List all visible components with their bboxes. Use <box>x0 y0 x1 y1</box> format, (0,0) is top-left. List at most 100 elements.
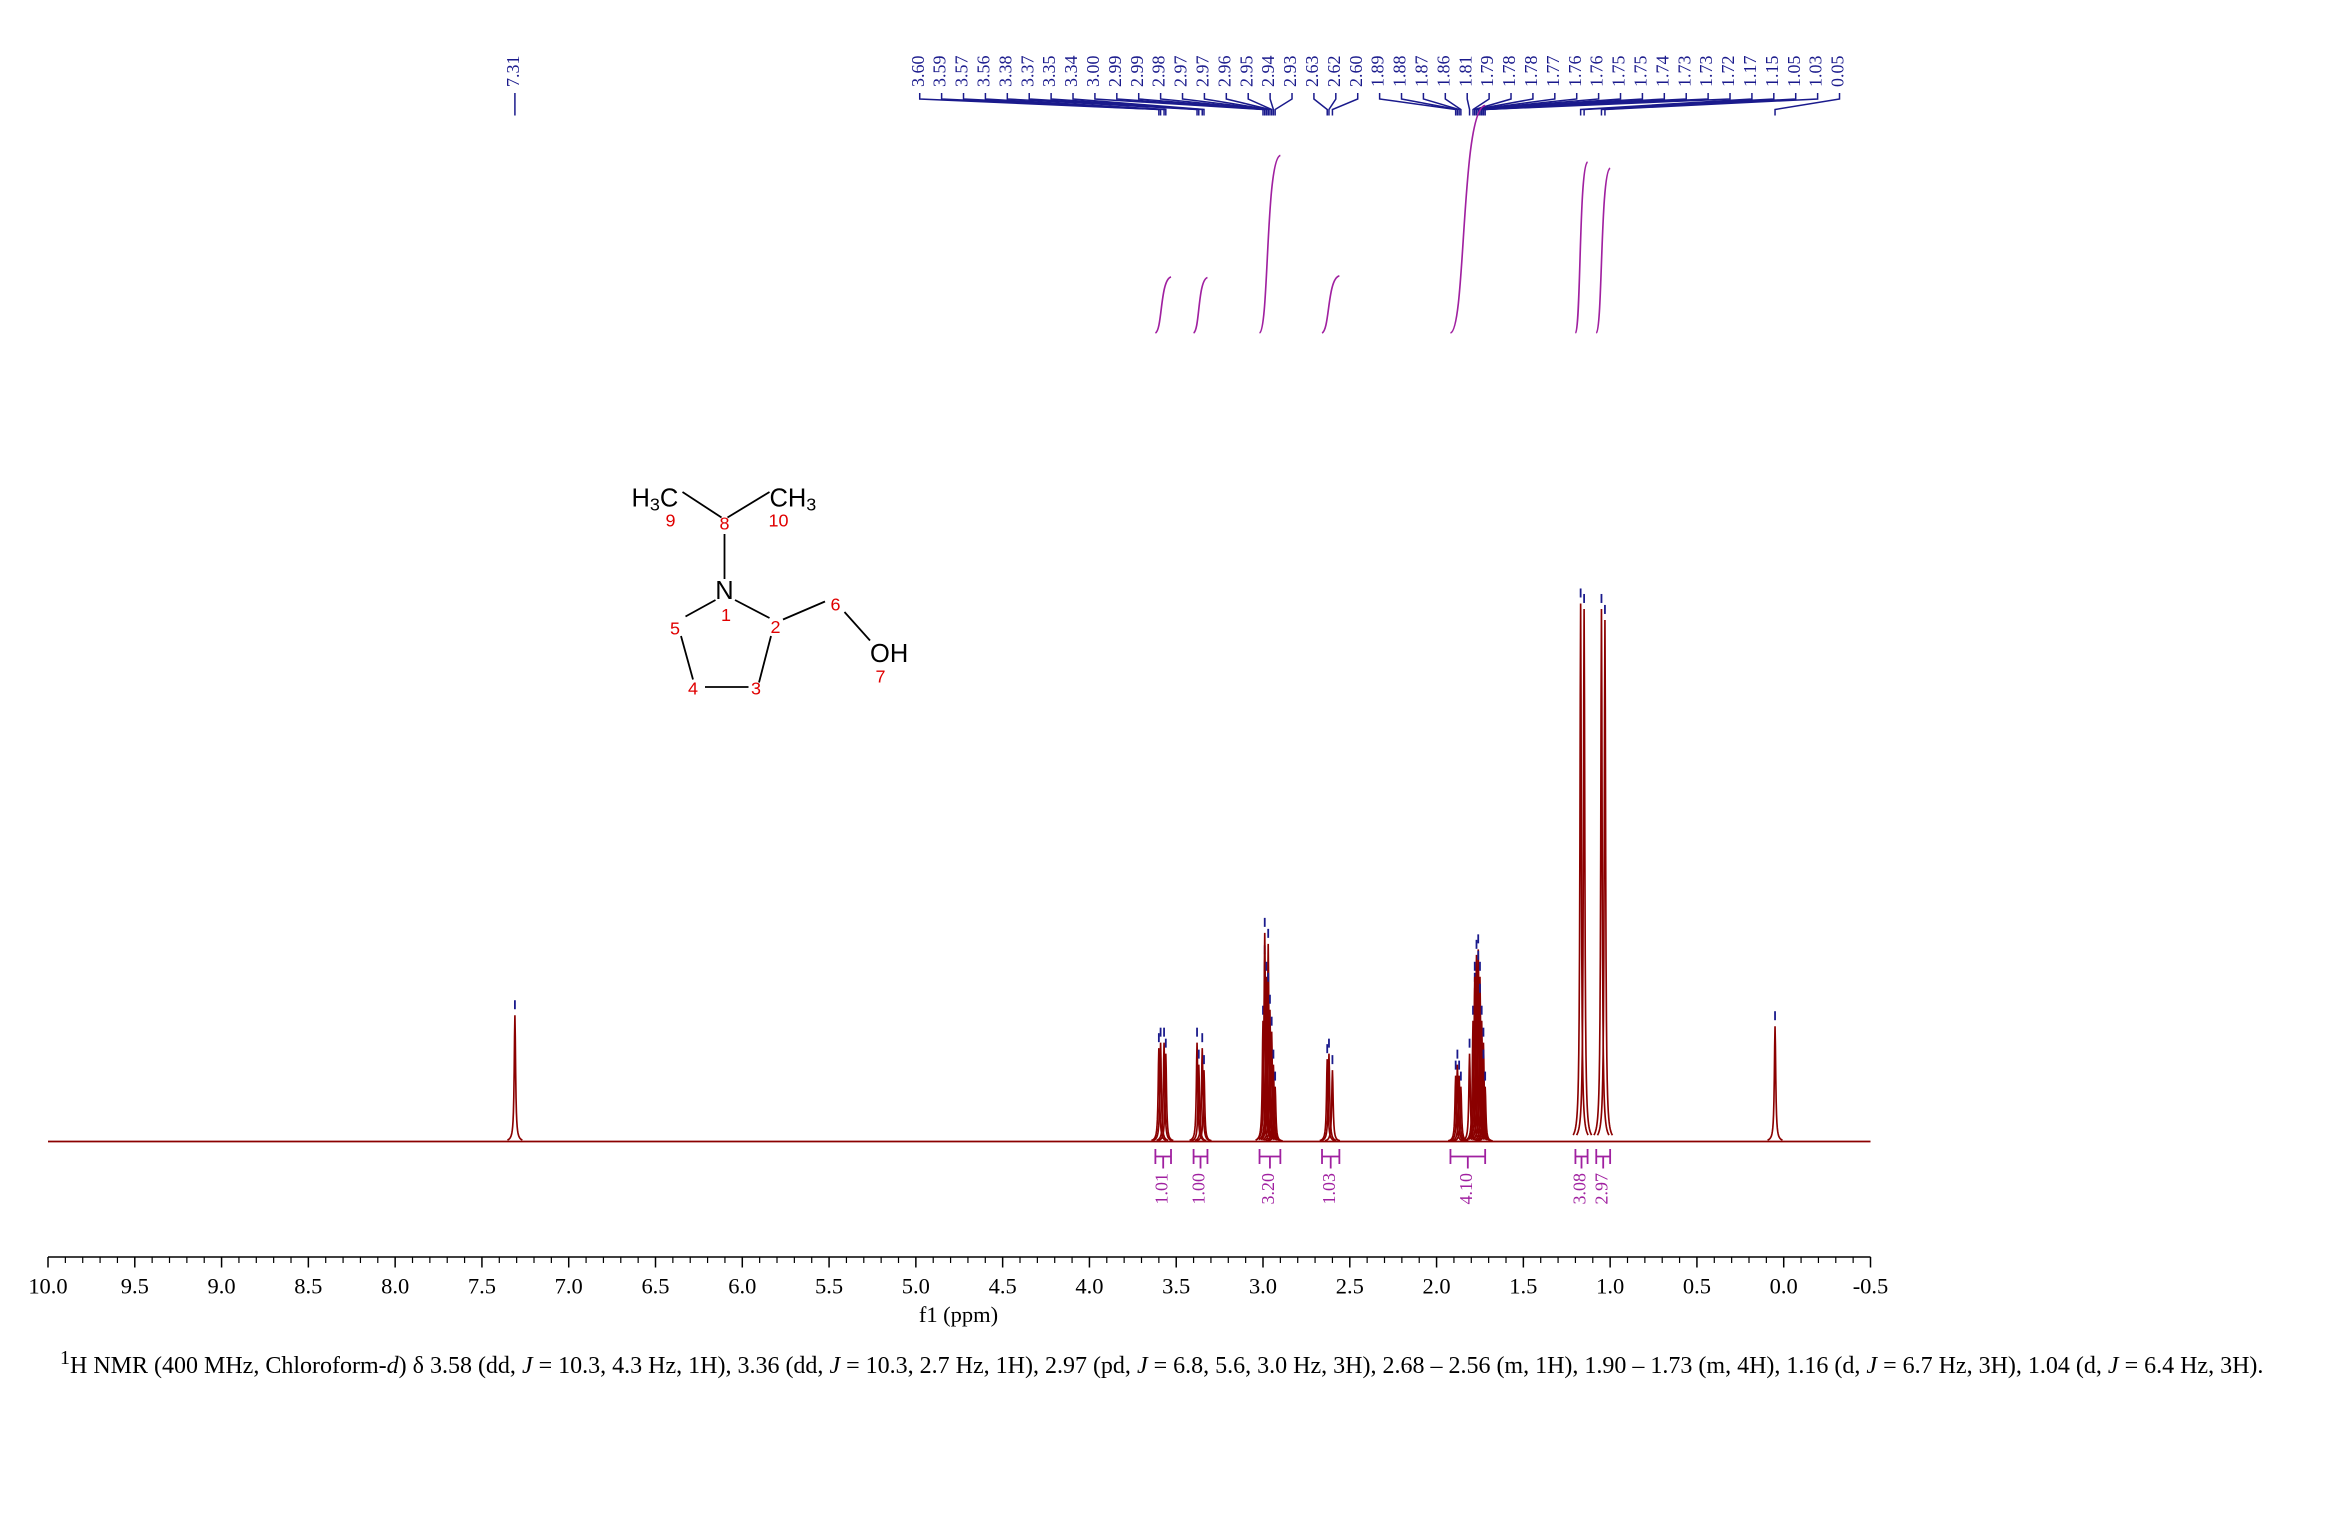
peak-connector <box>1137 92 1266 116</box>
peak <box>1575 608 1593 1136</box>
peak-connector <box>1028 92 1200 116</box>
peak-label: 2.98 <box>1149 56 1169 87</box>
peak-label: 3.00 <box>1083 56 1103 87</box>
atom-number: 3 <box>751 679 761 699</box>
peak-label: 1.77 <box>1543 56 1563 87</box>
peak-connector <box>1422 92 1460 116</box>
atom-number: 6 <box>830 595 840 615</box>
peak-connector <box>1072 92 1205 116</box>
x-tick-label: 9.5 <box>121 1274 149 1299</box>
peak-label: 1.89 <box>1368 56 1388 87</box>
atom-label: N <box>715 577 733 605</box>
integral-label: 1.00 <box>1189 1173 1209 1204</box>
peak-connector <box>1604 92 1819 116</box>
caption: 1H NMR (400 MHz, Chloroform-d) δ 3.58 (d… <box>60 1345 2285 1382</box>
peak <box>1596 619 1614 1136</box>
integral-curve <box>1321 275 1340 334</box>
peak <box>1260 987 1277 1141</box>
peak <box>1158 1053 1174 1142</box>
peak-label: 1.75 <box>1609 56 1629 87</box>
peak <box>1468 954 1485 1140</box>
peak-connector <box>1159 92 1268 116</box>
peak-label: 2.62 <box>1324 56 1344 87</box>
caption-text: ) δ 3.58 (dd, <box>398 1353 522 1379</box>
peak-label: 1.72 <box>1718 56 1738 87</box>
peak <box>1156 1042 1172 1142</box>
caption-text: J <box>829 1353 841 1379</box>
peak-label: 3.56 <box>974 56 994 87</box>
peak <box>1767 1026 1783 1141</box>
caption-text: J <box>1866 1353 1878 1379</box>
x-tick-label: 1.5 <box>1509 1274 1537 1299</box>
x-tick-label: 5.5 <box>815 1274 843 1299</box>
superscript: 1 <box>60 1347 70 1369</box>
peak-connector <box>1247 92 1273 116</box>
atom-label: H3C <box>632 484 679 514</box>
peak-label: 2.99 <box>1105 56 1125 87</box>
peak <box>1152 1042 1169 1142</box>
x-tick-label: 5.0 <box>902 1274 930 1299</box>
peak <box>1191 1064 1207 1142</box>
peak-label: 2.93 <box>1280 56 1300 87</box>
x-tick-label: 9.0 <box>208 1274 236 1299</box>
peak <box>1449 1064 1466 1142</box>
x-tick-label: 3.5 <box>1162 1274 1190 1299</box>
x-tick-label: 8.5 <box>294 1274 322 1299</box>
peak-label: 2.95 <box>1236 56 1256 87</box>
peak-connector <box>1225 92 1271 116</box>
caption-text: = 10.3, 4.3 Hz, 1H), 3.36 (dd, <box>532 1353 830 1379</box>
integral-label: 1.01 <box>1151 1173 1171 1204</box>
peak-label: 1.79 <box>1477 56 1497 87</box>
peak-label: 2.97 <box>1171 56 1191 87</box>
integral-curve <box>1574 161 1589 334</box>
peak <box>1321 1053 1337 1142</box>
x-tick-label: 4.5 <box>989 1274 1017 1299</box>
atom-number: 7 <box>875 667 885 687</box>
bond <box>682 491 722 519</box>
integral-curve <box>1258 154 1281 334</box>
peak-label: 1.76 <box>1587 56 1607 87</box>
x-tick-label: 10.0 <box>28 1274 67 1299</box>
x-tick-label: 3.0 <box>1249 1274 1277 1299</box>
peak-label: 1.86 <box>1433 56 1453 87</box>
peak-label: 1.81 <box>1455 56 1475 87</box>
integral-label: 4.10 <box>1456 1173 1476 1204</box>
integral-curve <box>1192 276 1208 334</box>
peak-connector <box>1269 92 1275 116</box>
peak <box>1196 1070 1212 1142</box>
peak-connector <box>1094 92 1264 116</box>
peak-connector <box>1484 92 1731 116</box>
bond <box>843 611 871 642</box>
peak-connector <box>1378 92 1457 116</box>
x-tick-label: -0.5 <box>1853 1274 1889 1299</box>
caption-text: = 10.3, 2.7 Hz, 1H), 2.97 (pd, <box>840 1353 1137 1379</box>
caption-text: = 6.7 Hz, 3H), 1.04 (d, <box>1877 1353 2108 1379</box>
x-tick-label: 8.0 <box>381 1274 409 1299</box>
atom-label: CH3 <box>770 484 817 514</box>
peak-label: 1.17 <box>1740 56 1760 87</box>
peak <box>507 1015 523 1141</box>
peak-label: 1.73 <box>1674 56 1694 87</box>
peak-label: 1.03 <box>1806 56 1826 87</box>
peak-label: 2.99 <box>1127 56 1147 87</box>
integral-bracket <box>1449 1148 1487 1169</box>
peak-connector <box>1328 92 1337 116</box>
peak-label: 7.31 <box>503 56 523 87</box>
peak-connector <box>1274 92 1293 116</box>
x-axis-label: f1 (ppm) <box>919 1302 998 1327</box>
bond <box>685 599 716 618</box>
atom-number: 1 <box>721 605 731 625</box>
peak <box>1267 1086 1283 1142</box>
peak-connector <box>1583 92 1775 116</box>
integral-label: 3.08 <box>1570 1173 1590 1204</box>
x-tick-label: 2.5 <box>1336 1274 1364 1299</box>
peak-connector <box>1472 92 1490 116</box>
peak-label: 1.15 <box>1762 56 1782 87</box>
integral-curve <box>1595 167 1611 334</box>
peak <box>1472 998 1488 1141</box>
peak-label: 2.97 <box>1193 56 1213 87</box>
integral-bracket <box>1154 1148 1172 1169</box>
integral-bracket <box>1321 1148 1341 1169</box>
bond <box>727 491 770 519</box>
peak <box>1477 1086 1493 1142</box>
